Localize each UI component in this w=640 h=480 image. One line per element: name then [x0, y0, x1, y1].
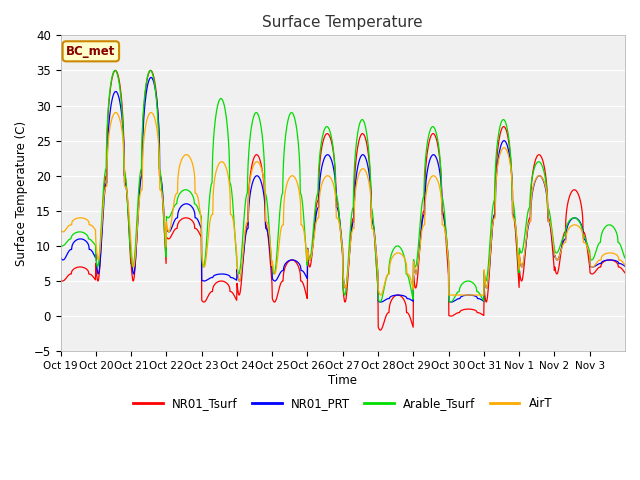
- Arable_Tsurf: [477, 292, 484, 298]
- NR01_PRT: [477, 296, 484, 302]
- NR01_PRT: [614, 259, 622, 265]
- Text: BC_met: BC_met: [66, 45, 116, 58]
- AirT: [614, 254, 622, 260]
- Line: NR01_Tsurf: NR01_Tsurf: [61, 71, 625, 330]
- Arable_Tsurf: [111, 68, 119, 73]
- NR01_Tsurf: [145, 69, 153, 75]
- NR01_Tsurf: [376, 327, 384, 333]
- NR01_Tsurf: [559, 234, 567, 240]
- Y-axis label: Surface Temperature (C): Surface Temperature (C): [15, 120, 28, 266]
- Arable_Tsurf: [621, 255, 629, 261]
- NR01_Tsurf: [328, 143, 336, 148]
- Arable_Tsurf: [145, 69, 153, 74]
- Line: NR01_PRT: NR01_PRT: [61, 77, 625, 302]
- NR01_PRT: [318, 165, 326, 171]
- NR01_PRT: [621, 264, 629, 269]
- AirT: [559, 241, 567, 247]
- NR01_Tsurf: [477, 311, 484, 316]
- Arable_Tsurf: [57, 242, 65, 248]
- NR01_PRT: [145, 78, 152, 84]
- Line: Arable_Tsurf: Arable_Tsurf: [61, 71, 625, 302]
- NR01_Tsurf: [614, 264, 622, 270]
- NR01_PRT: [377, 299, 385, 305]
- AirT: [477, 292, 484, 298]
- AirT: [328, 178, 336, 184]
- Arable_Tsurf: [614, 240, 622, 245]
- Legend: NR01_Tsurf, NR01_PRT, Arable_Tsurf, AirT: NR01_Tsurf, NR01_PRT, Arable_Tsurf, AirT: [129, 392, 557, 415]
- AirT: [145, 111, 153, 117]
- Line: AirT: AirT: [61, 112, 625, 295]
- NR01_Tsurf: [57, 277, 65, 283]
- NR01_PRT: [147, 74, 155, 80]
- NR01_PRT: [559, 239, 567, 245]
- Arable_Tsurf: [328, 139, 336, 145]
- Arable_Tsurf: [447, 299, 454, 305]
- Title: Surface Temperature: Surface Temperature: [262, 15, 423, 30]
- NR01_Tsurf: [111, 68, 119, 73]
- NR01_PRT: [328, 160, 336, 166]
- X-axis label: Time: Time: [328, 374, 357, 387]
- AirT: [318, 182, 326, 188]
- AirT: [445, 292, 452, 298]
- NR01_Tsurf: [621, 270, 629, 276]
- NR01_Tsurf: [318, 145, 326, 151]
- AirT: [57, 227, 65, 233]
- Arable_Tsurf: [318, 138, 326, 144]
- AirT: [621, 262, 629, 268]
- NR01_PRT: [57, 255, 65, 261]
- AirT: [112, 109, 120, 115]
- Arable_Tsurf: [559, 234, 567, 240]
